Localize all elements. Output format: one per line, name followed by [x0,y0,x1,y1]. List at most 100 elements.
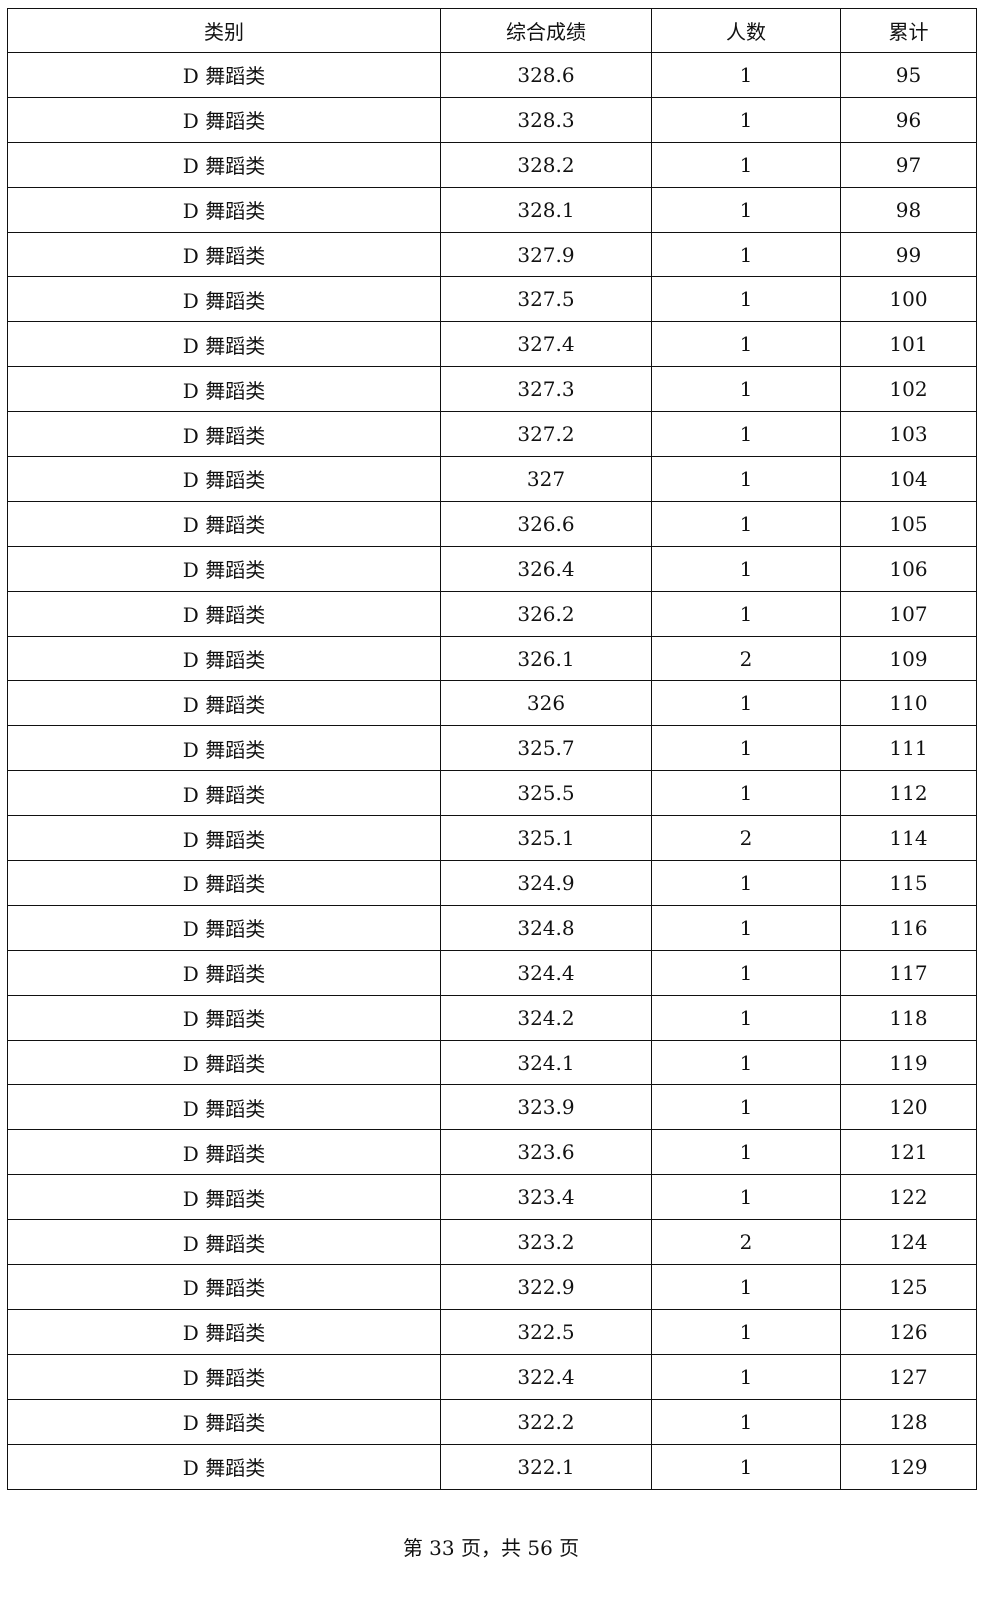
cell-cumulative: 102 [840,366,977,413]
table-row: D 舞蹈类 323.2 2 124 [7,1219,977,1266]
cell-category: D 舞蹈类 [7,231,441,278]
cell-category: D 舞蹈类 [7,1174,441,1221]
cell-score: 325.7 [440,725,652,772]
cell-score: 328.1 [440,186,652,233]
cell-score: 324.4 [440,949,652,996]
cell-count: 2 [651,1219,841,1266]
cell-count: 1 [651,366,841,413]
cell-cumulative: 110 [840,680,977,727]
cell-category: D 舞蹈类 [7,1353,441,1400]
cell-category: D 舞蹈类 [7,590,441,637]
table-row: D 舞蹈类 325.7 1 111 [7,725,977,772]
cell-category: D 舞蹈类 [7,456,441,502]
cell-cumulative: 101 [840,321,977,368]
table-row: D 舞蹈类 327.9 1 99 [7,231,977,278]
cell-score: 327.4 [440,321,652,368]
cell-cumulative: 99 [840,231,977,278]
table-row: D 舞蹈类 328.1 1 98 [7,186,977,233]
score-table: 类别 综合成绩 人数 累计 D 舞蹈类 328.6 1 95 D 舞蹈类 328.3 1 96… [7,8,977,1490]
cell-category: D 舞蹈类 [7,1084,441,1131]
cell-category: D 舞蹈类 [7,1129,441,1176]
cell-category: D 舞蹈类 [7,680,441,727]
cell-category: D 舞蹈类 [7,770,441,817]
cell-category: D 舞蹈类 [7,949,441,996]
cell-cumulative: 98 [840,186,977,233]
cell-score: 325.5 [440,770,652,817]
cell-category: D 舞蹈类 [7,96,441,143]
cell-cumulative: 106 [840,545,977,592]
cell-score: 326 [440,680,652,727]
cell-score: 322.1 [440,1443,652,1490]
header-score: 综合成绩 [440,8,652,53]
cell-category: D 舞蹈类 [7,52,441,98]
cell-cumulative: 112 [840,770,977,817]
cell-category: D 舞蹈类 [7,725,441,772]
cell-category: D 舞蹈类 [7,366,441,413]
table-row: D 舞蹈类 323.9 1 120 [7,1084,977,1131]
cell-cumulative: 128 [840,1398,977,1445]
page-footer: 第 33 页，共 56 页 [402,1536,580,1560]
cell-score: 324.8 [440,904,652,951]
cell-category: D 舞蹈类 [7,860,441,906]
table-row: D 舞蹈类 324.1 1 119 [7,1039,977,1086]
cell-category: D 舞蹈类 [7,815,441,862]
cell-count: 1 [651,52,841,98]
table-row: D 舞蹈类 326.4 1 106 [7,545,977,592]
table-row: D 舞蹈类 322.9 1 125 [7,1264,977,1310]
cell-count: 1 [651,1039,841,1086]
table-row: D 舞蹈类 325.5 1 112 [7,770,977,817]
cell-score: 322.4 [440,1353,652,1400]
table-row: D 舞蹈类 326.6 1 105 [7,500,977,547]
cell-count: 1 [651,590,841,637]
cell-cumulative: 107 [840,590,977,637]
cell-score: 322.9 [440,1264,652,1310]
table-row: D 舞蹈类 327.2 1 103 [7,411,977,458]
cell-count: 1 [651,96,841,143]
cell-cumulative: 97 [840,141,977,188]
header-count: 人数 [651,8,841,53]
cell-count: 1 [651,141,841,188]
cell-cumulative: 105 [840,500,977,547]
cell-score: 326.2 [440,590,652,637]
table-row: D 舞蹈类 328.3 1 96 [7,96,977,143]
cell-score: 323.6 [440,1129,652,1176]
cell-category: D 舞蹈类 [7,1039,441,1086]
cell-cumulative: 100 [840,276,977,323]
cell-cumulative: 129 [840,1443,977,1490]
cell-cumulative: 124 [840,1219,977,1266]
cell-score: 322.5 [440,1308,652,1355]
cell-score: 328.6 [440,52,652,98]
cell-category: D 舞蹈类 [7,141,441,188]
header-row: 类别 综合成绩 人数 累计 [7,8,977,53]
cell-count: 1 [651,500,841,547]
cell-category: D 舞蹈类 [7,321,441,368]
table-row: D 舞蹈类 327.3 1 102 [7,366,977,413]
cell-cumulative: 125 [840,1264,977,1310]
cell-cumulative: 114 [840,815,977,862]
table-row: D 舞蹈类 327 1 104 [7,456,977,502]
cell-score: 323.4 [440,1174,652,1221]
cell-cumulative: 109 [840,635,977,682]
cell-score: 327.3 [440,366,652,413]
table-row: D 舞蹈类 323.6 1 121 [7,1129,977,1176]
cell-score: 327.5 [440,276,652,323]
cell-cumulative: 127 [840,1353,977,1400]
cell-score: 323.9 [440,1084,652,1131]
cell-cumulative: 121 [840,1129,977,1176]
cell-count: 1 [651,1443,841,1490]
header-cumulative: 累计 [840,8,977,53]
cell-category: D 舞蹈类 [7,411,441,458]
table-row: D 舞蹈类 322.1 1 129 [7,1443,977,1490]
cell-count: 1 [651,1353,841,1400]
cell-cumulative: 96 [840,96,977,143]
cell-count: 2 [651,815,841,862]
cell-cumulative: 103 [840,411,977,458]
cell-count: 1 [651,1174,841,1221]
cell-category: D 舞蹈类 [7,1308,441,1355]
cell-count: 1 [651,276,841,323]
cell-cumulative: 122 [840,1174,977,1221]
cell-count: 1 [651,1398,841,1445]
cell-count: 1 [651,1129,841,1176]
cell-score: 324.1 [440,1039,652,1086]
table-row: D 舞蹈类 324.4 1 117 [7,949,977,996]
